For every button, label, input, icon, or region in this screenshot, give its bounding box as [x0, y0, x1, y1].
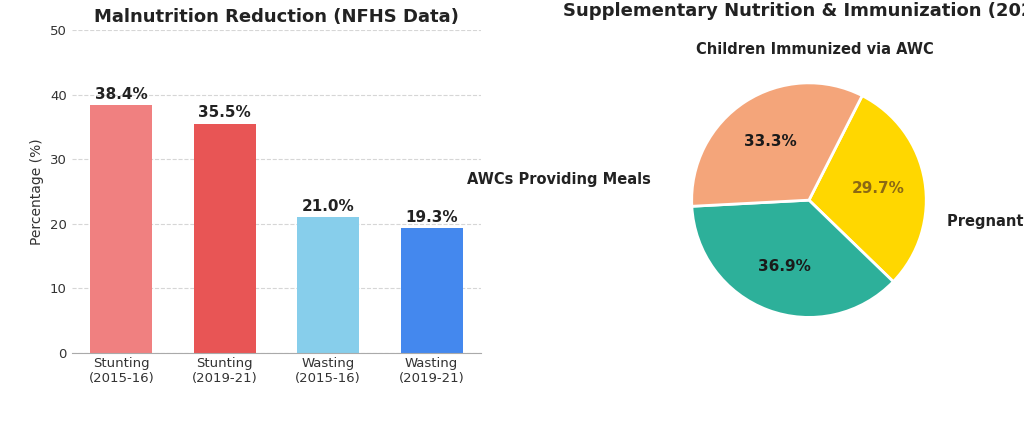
- Text: Pregnant Women Receiving THR: Pregnant Women Receiving THR: [947, 214, 1024, 229]
- Text: 38.4%: 38.4%: [95, 87, 147, 102]
- Text: 36.9%: 36.9%: [758, 258, 811, 273]
- Bar: [400, 228, 463, 353]
- Text: 33.3%: 33.3%: [744, 134, 797, 149]
- Text: Children Immunized via AWC: Children Immunized via AWC: [696, 42, 934, 57]
- Bar: [194, 124, 256, 353]
- Title: Supplementary Nutrition & Immunization (2023): Supplementary Nutrition & Immunization (…: [563, 2, 1024, 20]
- Wedge shape: [809, 95, 927, 282]
- Bar: [297, 217, 359, 353]
- Title: Malnutrition Reduction (NFHS Data): Malnutrition Reduction (NFHS Data): [94, 8, 459, 26]
- Text: AWCs Providing Meals: AWCs Providing Meals: [467, 172, 650, 187]
- Wedge shape: [691, 83, 862, 206]
- Bar: [90, 105, 153, 353]
- Text: 35.5%: 35.5%: [199, 105, 251, 120]
- Text: 29.7%: 29.7%: [852, 181, 905, 196]
- Text: 21.0%: 21.0%: [302, 199, 354, 214]
- Text: 19.3%: 19.3%: [406, 210, 458, 225]
- Y-axis label: Percentage (%): Percentage (%): [31, 138, 44, 245]
- Wedge shape: [692, 200, 893, 317]
